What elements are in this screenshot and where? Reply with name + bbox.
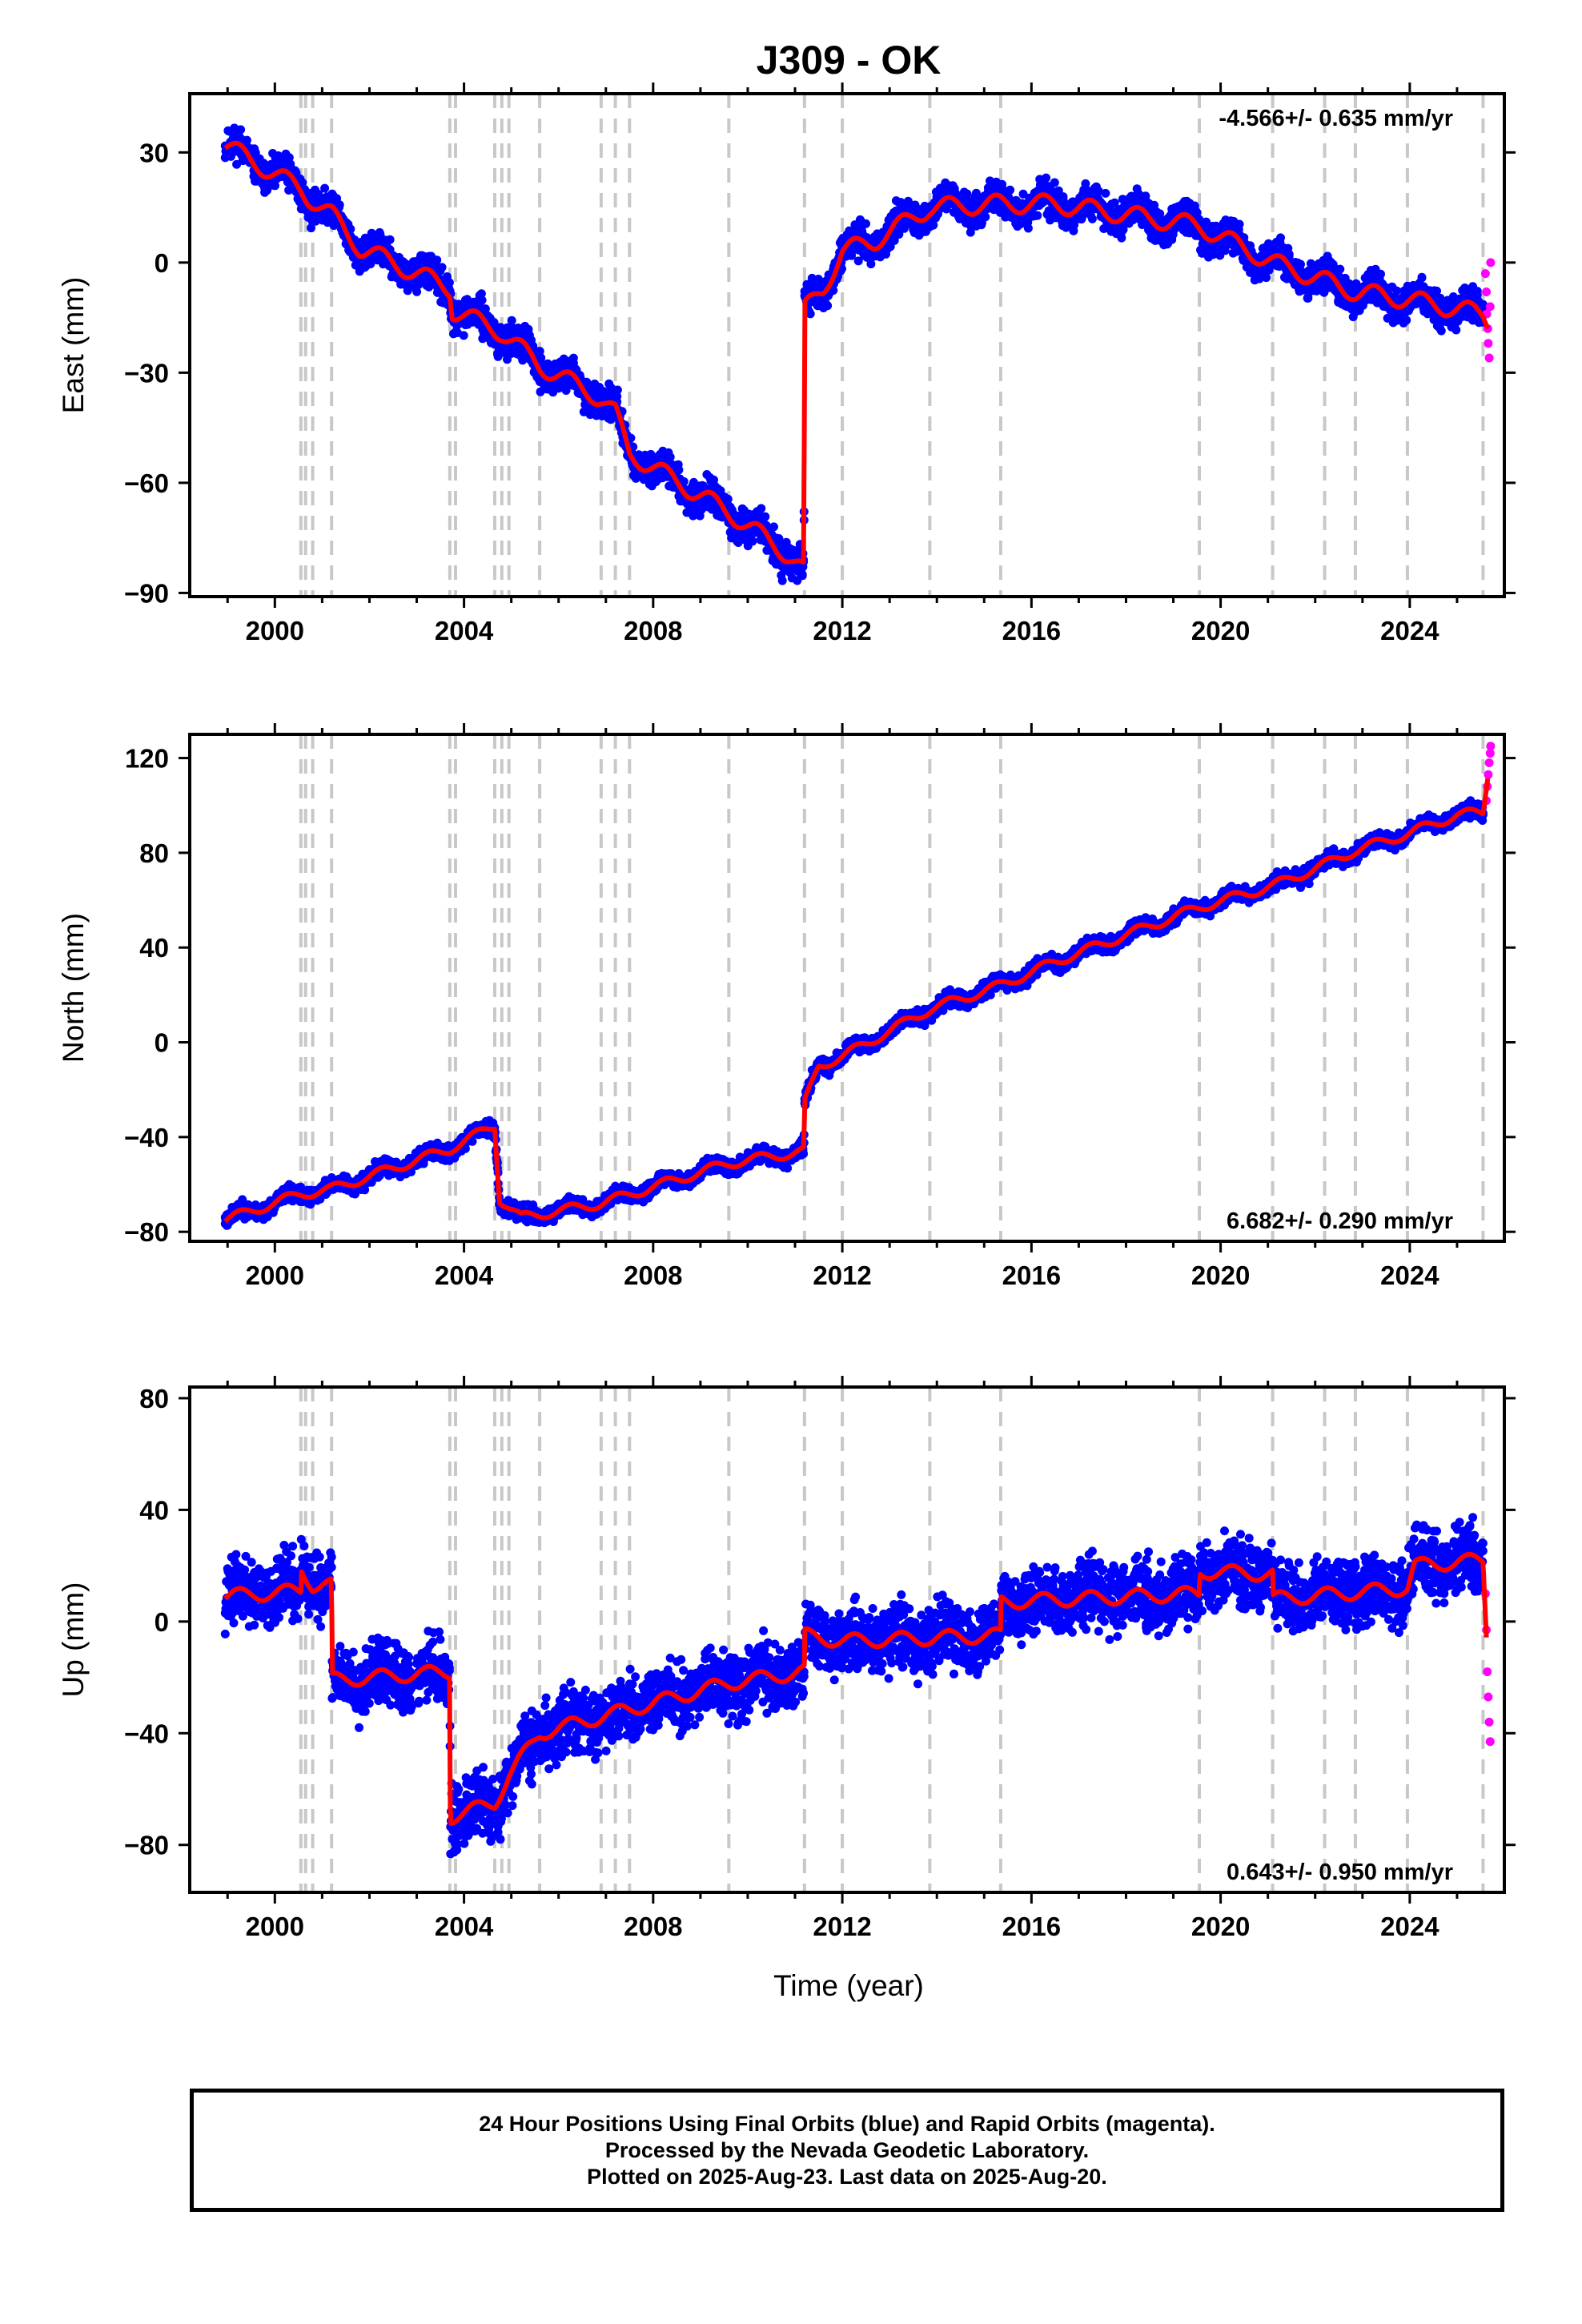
x-tick-label: 2004 [435, 1912, 494, 1941]
rapid-orbit-point [1484, 770, 1493, 779]
final-orbit-points [220, 123, 1488, 585]
rate-label: 6.682+/- 0.290 mm/yr [1227, 1208, 1453, 1234]
y-tick-label: −60 [124, 468, 169, 498]
model-line [223, 1551, 1489, 1827]
y-tick-label: −40 [124, 1123, 169, 1152]
rapid-orbit-point [1484, 1717, 1494, 1727]
y-axis-label: Up (mm) [57, 1582, 90, 1698]
y-tick-label: 0 [155, 1028, 169, 1058]
rapid-orbit-point [1486, 742, 1496, 751]
footer-box: 24 Hour Positions Using Final Orbits (bl… [190, 2089, 1504, 2212]
final-orbit-points [220, 1513, 1488, 1859]
footer-line-2: Processed by the Nevada Geodetic Laborat… [604, 2137, 1090, 2162]
panel-frame [188, 92, 1506, 598]
x-tick-label: 2008 [624, 1261, 682, 1290]
rapid-orbit-point [1484, 1692, 1493, 1702]
x-tick-label: 2008 [624, 1912, 682, 1941]
x-tick-label: 2024 [1380, 616, 1439, 645]
panel-frame [188, 1385, 1506, 1894]
y-tick-label: −80 [124, 1217, 169, 1247]
y-tick-label: −30 [124, 358, 169, 388]
rapid-orbit-point [1486, 258, 1496, 267]
panel-2: 2000 2004 2008 2012 2016 2020 2024 120 80 40 0 −40 −… [57, 723, 1516, 1290]
y-tick-label: 40 [139, 933, 169, 963]
y-tick-label: −90 [124, 578, 169, 608]
x-axis-label: Time (year) [773, 1969, 924, 2002]
x-tick-label: 2004 [435, 616, 494, 645]
rapid-orbit-point [1484, 758, 1494, 767]
y-tick-label: 30 [139, 138, 169, 167]
y-tick-label: 120 [125, 744, 169, 774]
x-tick-label: 2016 [1002, 1261, 1061, 1290]
x-tick-label: 2020 [1191, 1261, 1250, 1290]
rate-label: 0.643+/- 0.950 mm/yr [1227, 1860, 1453, 1885]
model-line [223, 778, 1491, 1224]
y-axis-label: East (mm) [57, 277, 90, 414]
rapid-orbit-point [1485, 749, 1495, 758]
y-axis-label: North (mm) [57, 913, 90, 1063]
plot-area [220, 94, 1496, 597]
x-tick-label: 2000 [246, 616, 304, 645]
rapid-orbit-point [1483, 1667, 1492, 1677]
x-tick-label: 2000 [246, 1912, 304, 1941]
footer-line-3: Plotted on 2025-Aug-23. Last data on 202… [587, 2164, 1107, 2189]
y-tick-label: 40 [139, 1495, 169, 1525]
rate-label: -4.566+/- 0.635 mm/yr [1219, 106, 1453, 131]
panel-1: 2000 2004 2008 2012 2016 2020 2024 30 0 −30 −60 −90… [57, 82, 1516, 645]
plot-area [220, 1387, 1495, 1892]
x-tick-label: 2016 [1002, 616, 1061, 645]
x-tick-label: 2012 [813, 1912, 871, 1941]
x-tick-label: 2012 [813, 1261, 871, 1290]
rapid-orbit-point [1485, 302, 1495, 312]
x-tick-label: 2020 [1191, 1912, 1250, 1941]
rapid-orbit-point [1480, 269, 1490, 279]
footer-line-1: 24 Hour Positions Using Final Orbits (bl… [479, 2111, 1215, 2136]
plot-area [220, 734, 1496, 1241]
x-tick-label: 2004 [435, 1261, 494, 1290]
y-tick-label: 80 [139, 838, 169, 868]
x-tick-label: 2012 [813, 616, 871, 645]
x-tick-label: 2008 [624, 616, 682, 645]
y-tick-label: −40 [124, 1719, 169, 1748]
x-tick-label: 2016 [1002, 1912, 1061, 1941]
model-line [223, 140, 1491, 565]
rapid-orbit-point [1485, 1737, 1495, 1747]
y-tick-label: 0 [155, 248, 169, 278]
panel-3: 2000 2004 2008 2012 2016 2020 2024 80 40 0 −40 −80 U… [57, 1376, 1516, 1941]
x-tick-label: 2020 [1191, 616, 1250, 645]
x-tick-label: 2000 [246, 1261, 304, 1290]
y-tick-label: −80 [124, 1831, 169, 1860]
rapid-orbit-point [1482, 287, 1492, 297]
rapid-orbit-point [1484, 339, 1493, 348]
x-tick-label: 2024 [1380, 1261, 1439, 1290]
y-tick-label: 0 [155, 1607, 169, 1637]
panel-frame [188, 733, 1506, 1243]
y-tick-label: 80 [139, 1384, 169, 1413]
x-tick-label: 2024 [1380, 1912, 1439, 1941]
chart-title: J309 - OK [757, 38, 942, 82]
rapid-orbit-point [1484, 353, 1494, 363]
